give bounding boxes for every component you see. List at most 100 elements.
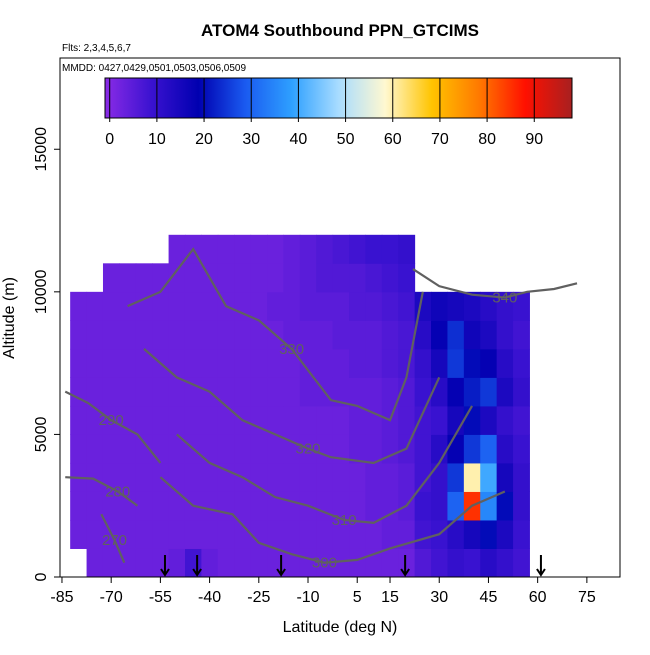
cell (135, 519, 153, 549)
cell (398, 263, 416, 293)
cell (349, 519, 366, 549)
cell (267, 462, 284, 492)
cell (217, 348, 235, 378)
cell (463, 405, 481, 435)
cell (234, 263, 252, 293)
cell (135, 405, 153, 435)
cell (332, 234, 350, 264)
cell (102, 263, 120, 293)
cell (398, 320, 416, 350)
cell (513, 462, 530, 492)
cell (332, 377, 350, 407)
cell (463, 348, 481, 378)
colorbar-tick-label: 50 (337, 131, 355, 148)
cell (299, 263, 317, 293)
cell (299, 519, 317, 549)
cell (267, 348, 284, 378)
cell (135, 548, 153, 578)
cell (398, 377, 416, 407)
cell (86, 377, 104, 407)
cell (431, 320, 448, 350)
y-tick-label: 10000 (33, 269, 50, 314)
cell (513, 434, 530, 464)
cell (513, 519, 530, 549)
colorbar-tick-label: 90 (525, 131, 543, 148)
cell (168, 405, 186, 435)
cell (234, 548, 252, 578)
cell (102, 291, 120, 321)
cell (119, 548, 137, 578)
flight-marker (160, 555, 170, 577)
cell (496, 320, 514, 350)
cell (184, 377, 202, 407)
cell (431, 405, 448, 435)
x-tick-label: 15 (381, 589, 399, 606)
cell (381, 291, 399, 321)
cell (316, 348, 334, 378)
cell (201, 519, 219, 549)
cell (201, 462, 219, 492)
x-tick-label: 5 (353, 589, 362, 606)
cell (332, 348, 350, 378)
cell (316, 405, 334, 435)
cell (447, 320, 465, 350)
cell (414, 519, 432, 549)
cell (168, 348, 186, 378)
cell (365, 348, 383, 378)
y-tick-label: 15000 (33, 127, 50, 172)
cell (250, 405, 268, 435)
cell (168, 320, 186, 350)
cell (267, 263, 284, 293)
cell (102, 377, 120, 407)
cell (283, 519, 301, 549)
cell (480, 462, 498, 492)
cell (496, 348, 514, 378)
cell (381, 348, 399, 378)
cell (316, 491, 334, 521)
cell (283, 405, 301, 435)
contour-label: 320 (295, 441, 320, 458)
cell (431, 548, 448, 578)
cell (349, 348, 366, 378)
cell (480, 519, 498, 549)
cell (70, 291, 88, 321)
cell (267, 548, 284, 578)
cell (267, 291, 284, 321)
cell (316, 320, 334, 350)
contour-line (143, 348, 441, 465)
cell (365, 377, 383, 407)
cell (463, 548, 481, 578)
cell (414, 405, 432, 435)
flight-marker (400, 555, 410, 577)
colorbar (104, 77, 573, 119)
cell (414, 462, 432, 492)
cell (119, 434, 137, 464)
cell (86, 348, 104, 378)
cell (70, 377, 88, 407)
cell (398, 462, 416, 492)
cell (168, 234, 186, 264)
cell (365, 263, 383, 293)
x-tick-label: -40 (198, 589, 221, 606)
cell (299, 462, 317, 492)
cell (332, 548, 350, 578)
cell (332, 291, 350, 321)
cell (86, 320, 104, 350)
cell (513, 291, 530, 321)
cell (86, 491, 104, 521)
cell (349, 377, 366, 407)
cell (267, 491, 284, 521)
cell (349, 263, 366, 293)
cell (349, 462, 366, 492)
cell (381, 320, 399, 350)
cell (70, 491, 88, 521)
cell (447, 519, 465, 549)
colorbar-tick-label: 70 (431, 131, 449, 148)
cell (86, 548, 104, 578)
cell (365, 434, 383, 464)
cell (70, 348, 88, 378)
cell (299, 234, 317, 264)
cell (119, 320, 137, 350)
cell (184, 263, 202, 293)
